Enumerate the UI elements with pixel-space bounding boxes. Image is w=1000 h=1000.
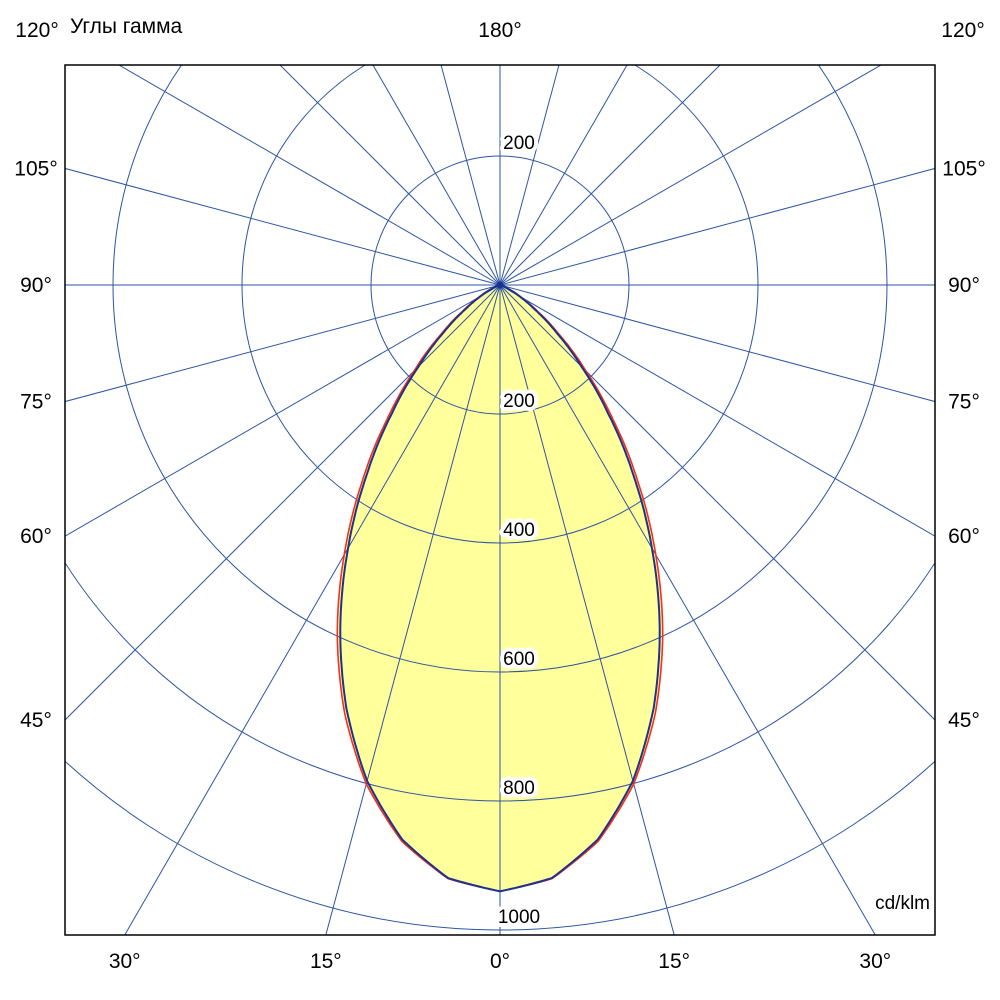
grid-ray [372, 65, 501, 286]
curve-c90-c270 [339, 284, 661, 893]
angle-label-right: 60° [948, 525, 980, 548]
grid-ray [499, 284, 876, 935]
angle-label-right: 105° [942, 157, 985, 180]
ring-labels: 200 200 400 600 800 1000 [494, 129, 544, 932]
grid-ray [440, 65, 501, 286]
angle-label-left: 90° [20, 274, 52, 297]
grid-ray [499, 284, 675, 935]
ring-label: 400 [503, 520, 535, 541]
ring-label: 600 [503, 649, 535, 670]
angle-label-top-left: 120° [15, 19, 58, 42]
ring-label: 800 [503, 778, 535, 799]
grid-ray [117, 65, 501, 286]
grid-ray [325, 284, 501, 935]
grid-ray [499, 65, 883, 286]
plot-frame [64, 64, 936, 936]
curve-outlines [336, 284, 664, 893]
ring-label: 1000 [498, 907, 540, 928]
angle-label-top-right: 120° [941, 19, 984, 42]
angle-label-left: 105° [14, 157, 57, 180]
grid-ray [499, 284, 935, 721]
grid-ray [65, 284, 501, 721]
angle-label-bottom: 30° [859, 950, 891, 973]
angle-labels: 105° 90° 75° 60° 45° 105° 90° 75° 60° 45° 30° 15° 0°… [14, 19, 985, 973]
angle-label-left: 60° [20, 525, 52, 548]
grid-ray [499, 65, 560, 286]
angle-label-right: 75° [948, 391, 980, 414]
grid-ray [499, 284, 935, 537]
angle-label-bottom: 30° [109, 950, 141, 973]
grid-ray [65, 284, 501, 403]
grid-ray [65, 284, 501, 537]
grid-ray [499, 284, 935, 403]
grid-ray [499, 65, 628, 286]
angle-label-bottom: 0° [490, 950, 510, 973]
grid-ray [499, 167, 935, 286]
angle-label-left: 75° [20, 391, 52, 414]
ring-label: 200 [503, 391, 535, 412]
grid-ray [124, 284, 501, 935]
angle-label-bottom: 15° [658, 950, 690, 973]
angle-label-top-center: 180° [478, 19, 521, 42]
grid-ray [279, 65, 501, 286]
ring-label: 200 [503, 133, 535, 154]
angle-label-left: 45° [20, 709, 52, 732]
angle-label-right: 90° [948, 274, 980, 297]
center-point [496, 281, 504, 289]
chart-title: Углы гамма [70, 15, 183, 38]
unit-label: cd/klm [875, 893, 930, 914]
grid-ray [65, 167, 501, 286]
grid-ray [499, 65, 721, 286]
angle-label-bottom: 15° [310, 950, 342, 973]
angle-label-right: 45° [948, 709, 980, 732]
